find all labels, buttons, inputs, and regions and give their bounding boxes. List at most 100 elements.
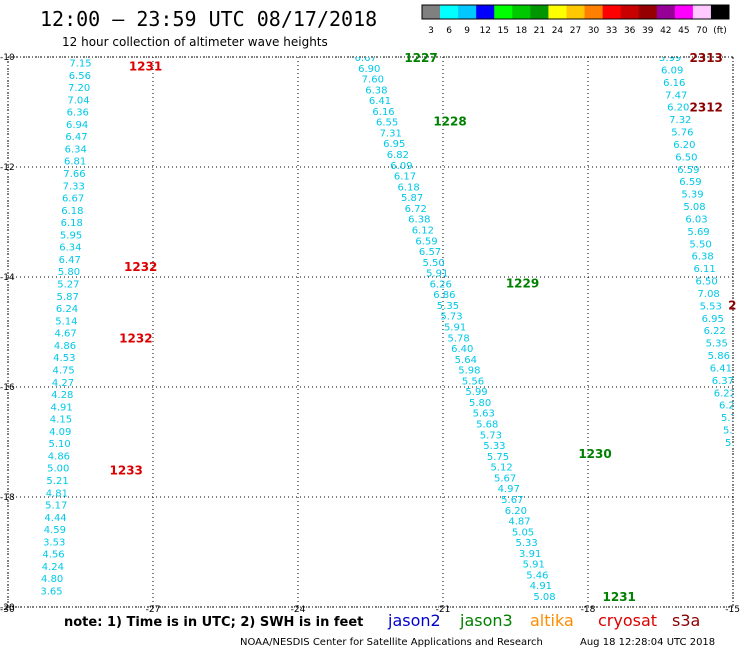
swh-value: 6.34 bbox=[65, 144, 87, 155]
swh-value: 7.47 bbox=[665, 90, 687, 101]
swh-value: 3.65 bbox=[40, 587, 62, 598]
plot-grid bbox=[7, 56, 734, 608]
pass-time-label: 1227 bbox=[404, 51, 437, 65]
swh-value: 4.27 bbox=[52, 378, 74, 389]
swh-value: 5.35 bbox=[706, 339, 728, 350]
swh-value: 4.53 bbox=[53, 353, 75, 364]
y-tick-label: -20 bbox=[0, 603, 15, 613]
swh-value: 5.91 bbox=[426, 269, 448, 280]
pass-time-label: 2312 bbox=[690, 101, 723, 115]
swh-value: 5.33 bbox=[515, 538, 537, 549]
swh-value: 5.78 bbox=[448, 333, 470, 344]
swh-value: 5.68 bbox=[476, 420, 498, 431]
swh-value: 5.86 bbox=[708, 351, 730, 362]
swh-value: 5.27 bbox=[57, 280, 79, 291]
y-tick-label: -14 bbox=[0, 273, 15, 283]
track-jason3: 6.676.907.606.386.416.166.557.316.956.82… bbox=[355, 53, 556, 603]
colorbar-label: 27 bbox=[570, 26, 581, 36]
swh-value: 6.18 bbox=[61, 218, 83, 229]
swh-value: 6.86 bbox=[433, 290, 455, 301]
swh-value: 7.08 bbox=[698, 289, 720, 300]
pass-time-label: 1228 bbox=[433, 114, 466, 128]
pass-time-label: 2 bbox=[728, 299, 736, 313]
swh-value: 6.95 bbox=[702, 314, 724, 325]
swh-value: 6.38 bbox=[365, 85, 387, 96]
x-tick-label: -21 bbox=[436, 605, 451, 615]
colorbar-swatch bbox=[566, 5, 585, 19]
swh-value: 6.82 bbox=[387, 150, 409, 161]
x-tick-label: -18 bbox=[581, 605, 596, 615]
swh-value: 5.10 bbox=[48, 439, 70, 450]
track-cryosat: 7.156.567.207.046.366.946.476.346.817.66… bbox=[40, 59, 91, 598]
swh-value: 5.67 bbox=[501, 495, 523, 506]
swh-value: 6.59 bbox=[677, 165, 699, 176]
swh-value: 6.56 bbox=[69, 71, 91, 82]
colorbar-label: 33 bbox=[606, 26, 617, 36]
swh-value: 5.80 bbox=[58, 267, 80, 278]
colorbar-label: 30 bbox=[588, 26, 600, 36]
swh-value: 4.09 bbox=[49, 427, 71, 438]
swh-value: 6.20 bbox=[505, 506, 527, 517]
swh-value: 7.15 bbox=[69, 59, 91, 70]
swh-value: 6.09 bbox=[661, 65, 683, 76]
swh-value: 5.12 bbox=[490, 463, 512, 474]
swh-value: 5.63 bbox=[473, 409, 495, 420]
swh-value: 6.67 bbox=[355, 53, 377, 64]
swh-value: 6.81 bbox=[64, 157, 86, 168]
swh-value: 5.87 bbox=[57, 292, 79, 303]
swh-value: 5.33 bbox=[483, 441, 505, 452]
swh-value: 6.20 bbox=[673, 140, 695, 151]
footer-credit: NOAA/NESDIS Center for Satellite Applica… bbox=[240, 637, 543, 648]
chart-title: 12:00 – 23:59 UTC 08/17/2018 bbox=[40, 7, 377, 31]
colorbar-swatch bbox=[638, 5, 658, 19]
swh-value: 6.38 bbox=[691, 252, 713, 263]
colorbar-label: 24 bbox=[552, 26, 564, 36]
swh-value: 5.50 bbox=[422, 258, 444, 269]
legend-s3a: s3a bbox=[672, 611, 700, 630]
swh-value: 5.08 bbox=[683, 202, 705, 213]
satellite-legend: jason2 jason3 altika cryosat s3a bbox=[387, 611, 700, 630]
swh-value: 6.59 bbox=[679, 177, 701, 188]
chart-subtitle: 12 hour collection of altimeter wave hei… bbox=[62, 35, 328, 49]
y-tick-label: -16 bbox=[0, 383, 15, 393]
colorbar-label: 12 bbox=[479, 26, 490, 36]
swh-value: 6.26 bbox=[430, 279, 452, 290]
swh-value: 5.05 bbox=[512, 527, 534, 538]
swh-value: 6.09 bbox=[390, 161, 412, 172]
legend-cryosat: cryosat bbox=[598, 611, 657, 630]
swh-value: 4.75 bbox=[53, 365, 75, 376]
swh-value: 7.32 bbox=[669, 115, 691, 126]
swh-value: 4.86 bbox=[54, 341, 76, 352]
pass-time-labels: 1231 1232 1232 1233 1227 1228 1229 1230 1231 2313… bbox=[110, 51, 737, 604]
swh-value: 4.97 bbox=[498, 484, 520, 495]
swh-value: 6.94 bbox=[66, 120, 88, 131]
swh-value: 3.91 bbox=[519, 549, 541, 560]
swh-value: 5.91 bbox=[523, 560, 545, 571]
y-tick-label: -12 bbox=[0, 163, 15, 173]
x-tick-label: -30 bbox=[0, 605, 15, 615]
swh-value: 6.03 bbox=[685, 214, 707, 225]
colorbar-swatch bbox=[548, 5, 567, 19]
colorbar-label: 42 bbox=[660, 26, 671, 36]
legend-jason2: jason2 bbox=[387, 611, 441, 630]
swh-value: 5.7 bbox=[721, 413, 737, 424]
footer-note: note: 1) Time is in UTC; 2) SWH is in fe… bbox=[64, 615, 363, 630]
swh-value: 7.20 bbox=[68, 83, 90, 94]
swh-value: 6.40 bbox=[451, 344, 473, 355]
colorbar-label: 6 bbox=[446, 26, 452, 36]
swh-value: 6.37 bbox=[712, 376, 734, 387]
swh-value: 6.90 bbox=[358, 64, 380, 75]
colorbar-label: 45 bbox=[678, 26, 689, 36]
swh-value: 6.95 bbox=[383, 139, 405, 150]
swh-value: 6.16 bbox=[372, 107, 394, 118]
swh-value: 5.67 bbox=[494, 473, 516, 484]
colorbar-label: 15 bbox=[498, 26, 509, 36]
swh-value: 4.91 bbox=[50, 402, 72, 413]
swh-value: 6.34 bbox=[59, 243, 81, 254]
swh-value: 6.72 bbox=[405, 204, 427, 215]
swh-value: 4.91 bbox=[530, 581, 552, 592]
pass-time-label: 1232 bbox=[124, 260, 157, 274]
x-tick-label: -24 bbox=[291, 605, 306, 615]
swh-value: 4.80 bbox=[41, 574, 63, 585]
swh-value: 6.57 bbox=[419, 247, 441, 258]
